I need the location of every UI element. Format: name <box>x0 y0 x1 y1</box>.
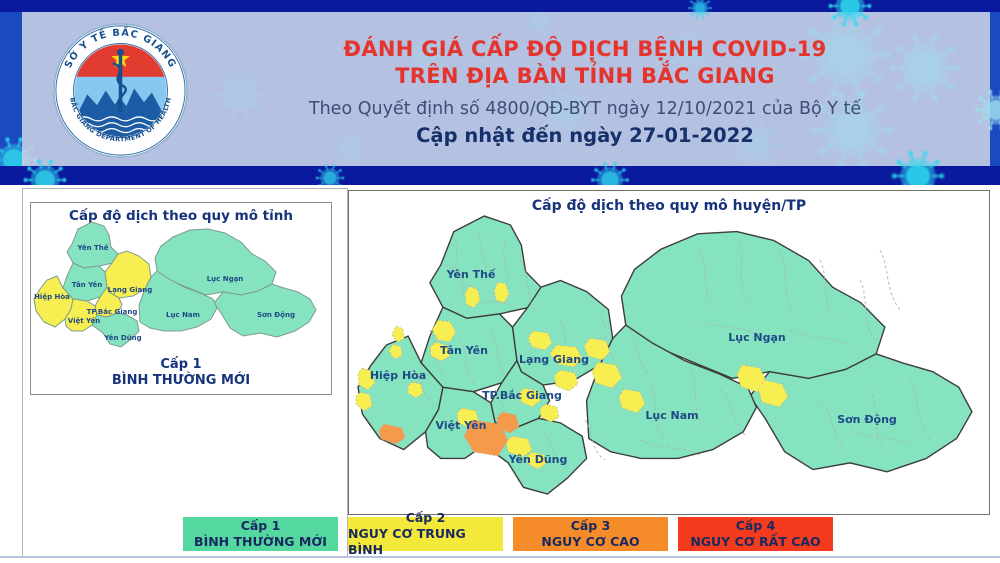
legend-level-label: Cấp 3 <box>570 518 611 533</box>
updated-date: Cập nhật đến ngày 27-01-2022 <box>416 124 754 147</box>
main-title-line2: TRÊN ĐỊA BÀN TỈNH BẮC GIANG <box>395 64 775 88</box>
asclepius-staff-icon <box>112 48 127 113</box>
province-map-title: Cấp độ dịch theo quy mô tỉnh <box>69 208 293 224</box>
legend-level-name: BÌNH THƯỜNG MỚI <box>194 534 327 549</box>
legend-level-label: Cấp 4 <box>735 518 776 533</box>
legend-level-name: NGUY CƠ CAO <box>541 534 640 549</box>
legend-level-name: NGUY CƠ RẤT CAO <box>690 534 821 549</box>
department-of-health-logo: SỞ Y TẾ BẮC GIANG BẮC GIANG DEPARTMENT O… <box>53 23 188 158</box>
district-map-panel: Cấp độ dịch theo quy mô huyện/TP <box>348 190 990 515</box>
province-status-caption: Cấp 1 BÌNH THƯỜNG MỚI <box>31 357 331 389</box>
province-status-name: BÌNH THƯỜNG MỚI <box>111 373 251 388</box>
header-titles: ĐÁNH GIÁ CẤP ĐỘ DỊCH BỆNH COVID-19 TRÊN … <box>180 0 990 149</box>
main-title-line1: ĐÁNH GIÁ CẤP ĐỘ DỊCH BỆNH COVID-19 <box>343 37 827 61</box>
bottom-divider <box>0 556 1000 558</box>
legend-level-label: Cấp 1 <box>240 518 281 533</box>
legend-level-1: Cấp 1 BÌNH THƯỜNG MỚI <box>183 517 338 551</box>
header-banner: SỞ Y TẾ BẮC GIANG BẮC GIANG DEPARTMENT O… <box>0 0 1000 185</box>
header-background <box>0 0 1000 185</box>
legend-level-4: Cấp 4 NGUY CƠ RẤT CAO <box>678 517 833 551</box>
district-map-title: Cấp độ dịch theo quy mô huyện/TP <box>531 198 807 214</box>
legend-level-name: NGUY CƠ TRUNG BÌNH <box>348 526 466 557</box>
subtitle-decision: Theo Quyết định số 4800/QĐ-BYT ngày 12/1… <box>308 99 862 119</box>
legend-level-3: Cấp 3 NGUY CƠ CAO <box>513 517 668 551</box>
province-status-level: Cấp 1 <box>160 357 202 372</box>
legend-level-2: Cấp 2 NGUY CƠ TRUNG BÌNH <box>348 510 503 557</box>
legend-level-label: Cấp 2 <box>405 510 446 525</box>
province-map-panel: Cấp độ dịch theo quy mô tỉnh Cấp 1 BÌNH … <box>30 202 332 395</box>
